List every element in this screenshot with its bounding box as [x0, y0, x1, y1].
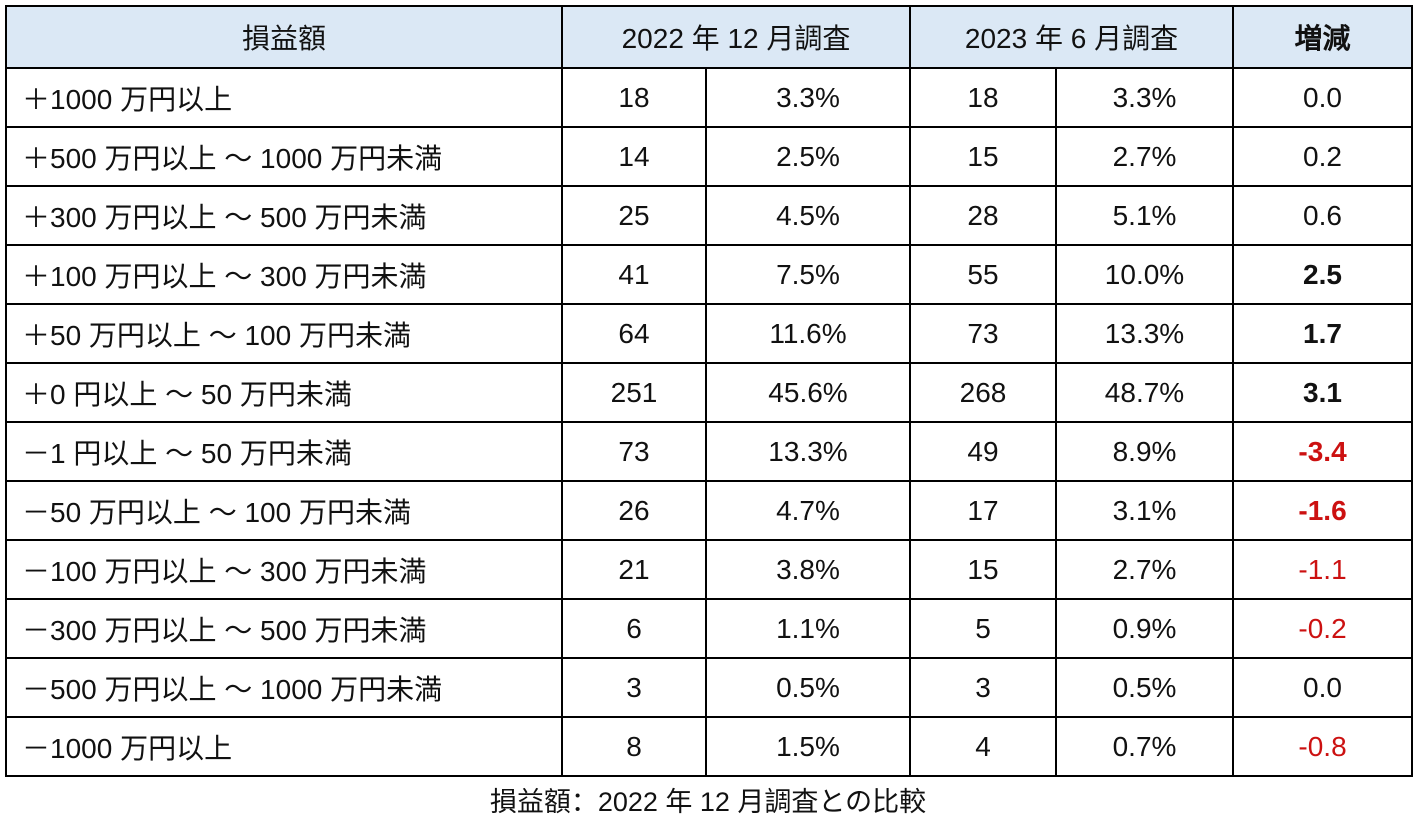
- count-2023-cell: 4: [909, 716, 1057, 777]
- percent-2022-cell: 4.7%: [705, 480, 911, 541]
- percent-2022-cell: 11.6%: [705, 303, 911, 364]
- change-cell: 0.0: [1232, 657, 1414, 718]
- table-row: ＋500 万円以上 ～ 1000 万円未満 14 2.5% 15 2.7% 0.…: [5, 126, 1414, 187]
- count-2022-cell: 251: [561, 362, 707, 423]
- count-2023-cell: 28: [909, 185, 1057, 246]
- count-2023-cell: 55: [909, 244, 1057, 305]
- table-row: ＋1000 万円以上 18 3.3% 18 3.3% 0.0: [5, 67, 1414, 128]
- percent-2023-cell: 8.9%: [1054, 421, 1235, 482]
- count-2022-cell: 25: [561, 185, 707, 246]
- count-2022-cell: 41: [561, 244, 707, 305]
- table-row: ＋0 円以上 ～ 50 万円未満 251 45.6% 268 48.7% 3.1: [5, 362, 1414, 423]
- count-2022-cell: 8: [561, 716, 707, 777]
- count-2023-cell: 17: [909, 480, 1057, 541]
- row-label: －500 万円以上 ～ 1000 万円未満: [5, 657, 563, 718]
- percent-2022-cell: 1.1%: [705, 598, 911, 659]
- count-2023-cell: 5: [909, 598, 1057, 659]
- percent-2022-cell: 2.5%: [705, 126, 911, 187]
- table-row: ＋300 万円以上 ～ 500 万円未満 25 4.5% 28 5.1% 0.6: [5, 185, 1414, 246]
- row-label: －100 万円以上 ～ 300 万円未満: [5, 539, 563, 600]
- percent-2022-cell: 3.3%: [705, 67, 911, 128]
- percent-2023-cell: 0.5%: [1054, 657, 1235, 718]
- count-2022-cell: 73: [561, 421, 707, 482]
- count-2023-cell: 73: [909, 303, 1057, 364]
- header-row: 損益額 2022 年 12 月調査 2023 年 6 月調査 増減: [5, 5, 1414, 69]
- row-label: ＋50 万円以上 ～ 100 万円未満: [5, 303, 563, 364]
- change-cell: -1.6: [1232, 480, 1414, 541]
- percent-2023-cell: 48.7%: [1054, 362, 1235, 423]
- change-cell: -3.4: [1232, 421, 1414, 482]
- table-row: ＋100 万円以上 ～ 300 万円未満 41 7.5% 55 10.0% 2.…: [5, 244, 1414, 305]
- count-2022-cell: 64: [561, 303, 707, 364]
- percent-2022-cell: 13.3%: [705, 421, 911, 482]
- percent-2022-cell: 0.5%: [705, 657, 911, 718]
- count-2022-cell: 3: [561, 657, 707, 718]
- table-row: －100 万円以上 ～ 300 万円未満 21 3.8% 15 2.7% -1.…: [5, 539, 1414, 600]
- percent-2023-cell: 2.7%: [1054, 539, 1235, 600]
- change-cell: 3.1: [1232, 362, 1414, 423]
- count-2023-cell: 18: [909, 67, 1057, 128]
- header-survey-2023-06: 2023 年 6 月調査: [908, 5, 1235, 69]
- table-row: －300 万円以上 ～ 500 万円未満 6 1.1% 5 0.9% -0.2: [5, 598, 1414, 659]
- percent-2023-cell: 3.1%: [1054, 480, 1235, 541]
- percent-2023-cell: 0.9%: [1054, 598, 1235, 659]
- row-label: ＋300 万円以上 ～ 500 万円未満: [5, 185, 563, 246]
- row-label: －50 万円以上 ～ 100 万円未満: [5, 480, 563, 541]
- change-cell: 1.7: [1232, 303, 1414, 364]
- percent-2022-cell: 7.5%: [705, 244, 911, 305]
- header-change: 増減: [1232, 5, 1414, 69]
- change-cell: -1.1: [1232, 539, 1414, 600]
- row-label: ＋0 円以上 ～ 50 万円未満: [5, 362, 563, 423]
- count-2022-cell: 14: [561, 126, 707, 187]
- percent-2022-cell: 3.8%: [705, 539, 911, 600]
- table-row: －1 円以上 ～ 50 万円未満 73 13.3% 49 8.9% -3.4: [5, 421, 1414, 482]
- row-label: ＋1000 万円以上: [5, 67, 563, 128]
- table-body: ＋1000 万円以上 18 3.3% 18 3.3% 0.0 ＋500 万円以上…: [5, 67, 1414, 777]
- percent-2023-cell: 3.3%: [1054, 67, 1235, 128]
- change-cell: -0.8: [1232, 716, 1414, 777]
- percent-2023-cell: 13.3%: [1054, 303, 1235, 364]
- table-row: ＋50 万円以上 ～ 100 万円未満 64 11.6% 73 13.3% 1.…: [5, 303, 1414, 364]
- profit-loss-table: 損益額 2022 年 12 月調査 2023 年 6 月調査 増減 ＋1000 …: [5, 5, 1414, 777]
- header-profit-loss-amount: 損益額: [5, 5, 563, 69]
- change-cell: 2.5: [1232, 244, 1414, 305]
- row-label: －1 円以上 ～ 50 万円未満: [5, 421, 563, 482]
- table-row: －50 万円以上 ～ 100 万円未満 26 4.7% 17 3.1% -1.6: [5, 480, 1414, 541]
- count-2023-cell: 15: [909, 126, 1057, 187]
- count-2023-cell: 3: [909, 657, 1057, 718]
- count-2022-cell: 26: [561, 480, 707, 541]
- percent-2023-cell: 5.1%: [1054, 185, 1235, 246]
- percent-2022-cell: 4.5%: [705, 185, 911, 246]
- percent-2023-cell: 2.7%: [1054, 126, 1235, 187]
- count-2023-cell: 49: [909, 421, 1057, 482]
- table-row: －500 万円以上 ～ 1000 万円未満 3 0.5% 3 0.5% 0.0: [5, 657, 1414, 718]
- count-2023-cell: 268: [909, 362, 1057, 423]
- table-row: －1000 万円以上 8 1.5% 4 0.7% -0.8: [5, 716, 1414, 777]
- header-survey-2022-12: 2022 年 12 月調査: [561, 5, 911, 69]
- count-2022-cell: 21: [561, 539, 707, 600]
- table-caption: 損益額：2022 年 12 月調査との比較: [489, 787, 927, 817]
- count-2022-cell: 18: [561, 67, 707, 128]
- percent-2023-cell: 0.7%: [1054, 716, 1235, 777]
- row-label: ＋100 万円以上 ～ 300 万円未満: [5, 244, 563, 305]
- row-label: ＋500 万円以上 ～ 1000 万円未満: [5, 126, 563, 187]
- change-cell: 0.6: [1232, 185, 1414, 246]
- row-label: －300 万円以上 ～ 500 万円未満: [5, 598, 563, 659]
- percent-2023-cell: 10.0%: [1054, 244, 1235, 305]
- row-label: －1000 万円以上: [5, 716, 563, 777]
- change-cell: -0.2: [1232, 598, 1414, 659]
- count-2022-cell: 6: [561, 598, 707, 659]
- percent-2022-cell: 45.6%: [705, 362, 911, 423]
- count-2023-cell: 15: [909, 539, 1057, 600]
- change-cell: 0.2: [1232, 126, 1414, 187]
- change-cell: 0.0: [1232, 67, 1414, 128]
- percent-2022-cell: 1.5%: [705, 716, 911, 777]
